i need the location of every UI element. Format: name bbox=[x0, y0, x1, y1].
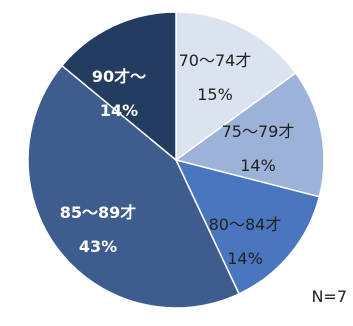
slice-label-1: 70〜74才 bbox=[179, 51, 252, 70]
slice-value-2: 14% bbox=[240, 156, 276, 175]
slice-label-4: 85〜89才 bbox=[60, 203, 137, 222]
slice-value-5: 14% bbox=[100, 101, 138, 120]
pie-slice-3 bbox=[174, 158, 321, 295]
slice-label-5: 90才〜 bbox=[92, 67, 146, 86]
pie-slice-5 bbox=[60, 11, 177, 162]
pie-slice-4 bbox=[27, 64, 241, 309]
slice-value-1: 15% bbox=[197, 85, 233, 104]
pie-slice-2 bbox=[174, 71, 325, 198]
sample-size-note: N=7 bbox=[311, 287, 347, 306]
slice-label-3: 80〜84才 bbox=[209, 215, 282, 234]
slice-label-2: 75〜79才 bbox=[222, 122, 295, 141]
slice-value-4: 43% bbox=[79, 237, 117, 256]
slice-value-3: 14% bbox=[227, 249, 263, 268]
pie-slice-1 bbox=[175, 11, 297, 162]
